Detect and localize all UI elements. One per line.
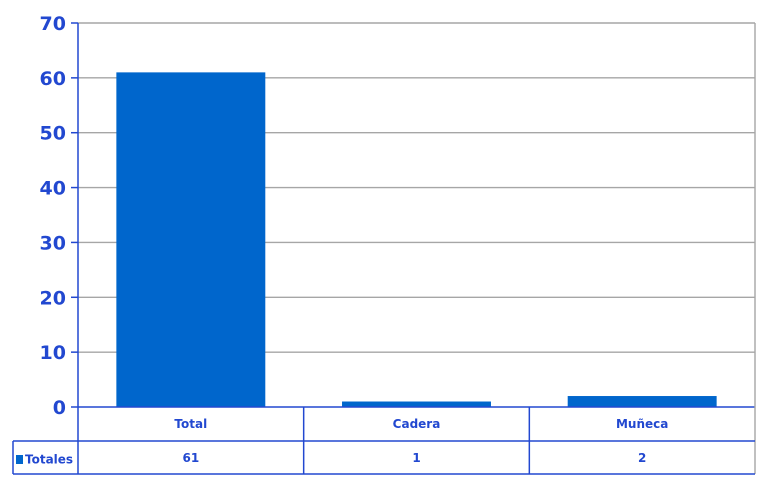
table-value-cadera: 1: [412, 451, 420, 465]
y-tick-label: 0: [53, 397, 66, 419]
y-tick-label: 30: [40, 232, 66, 254]
bars: [116, 72, 717, 407]
data-table: [12, 407, 755, 475]
y-tick-label: 20: [40, 287, 66, 309]
y-tick-labels: 0 10 20 30 40 50 60 70: [40, 13, 66, 419]
category-labels: Total Cadera Muñeca: [174, 417, 668, 431]
legend-label-totales: Totales: [25, 453, 73, 467]
bar-total: [116, 72, 266, 407]
axes: [77, 23, 756, 474]
legend: Totales: [16, 453, 73, 467]
y-tick-label: 60: [40, 68, 66, 90]
bar-muñeca: [567, 396, 717, 407]
table-value-muñeca: 2: [638, 451, 646, 465]
y-tick-label: 40: [40, 178, 66, 200]
y-tick-label: 10: [40, 342, 66, 364]
y-tick-label: 50: [40, 123, 66, 145]
bar-cadera: [342, 401, 491, 407]
data-table-values: 61 1 2: [182, 451, 646, 465]
table-value-total: 61: [182, 451, 199, 465]
legend-swatch-totales: [16, 455, 23, 464]
category-label-muñeca: Muñeca: [616, 417, 668, 431]
category-label-cadera: Cadera: [393, 417, 441, 431]
y-tick-label: 70: [40, 13, 66, 35]
category-label-total: Total: [174, 417, 207, 431]
